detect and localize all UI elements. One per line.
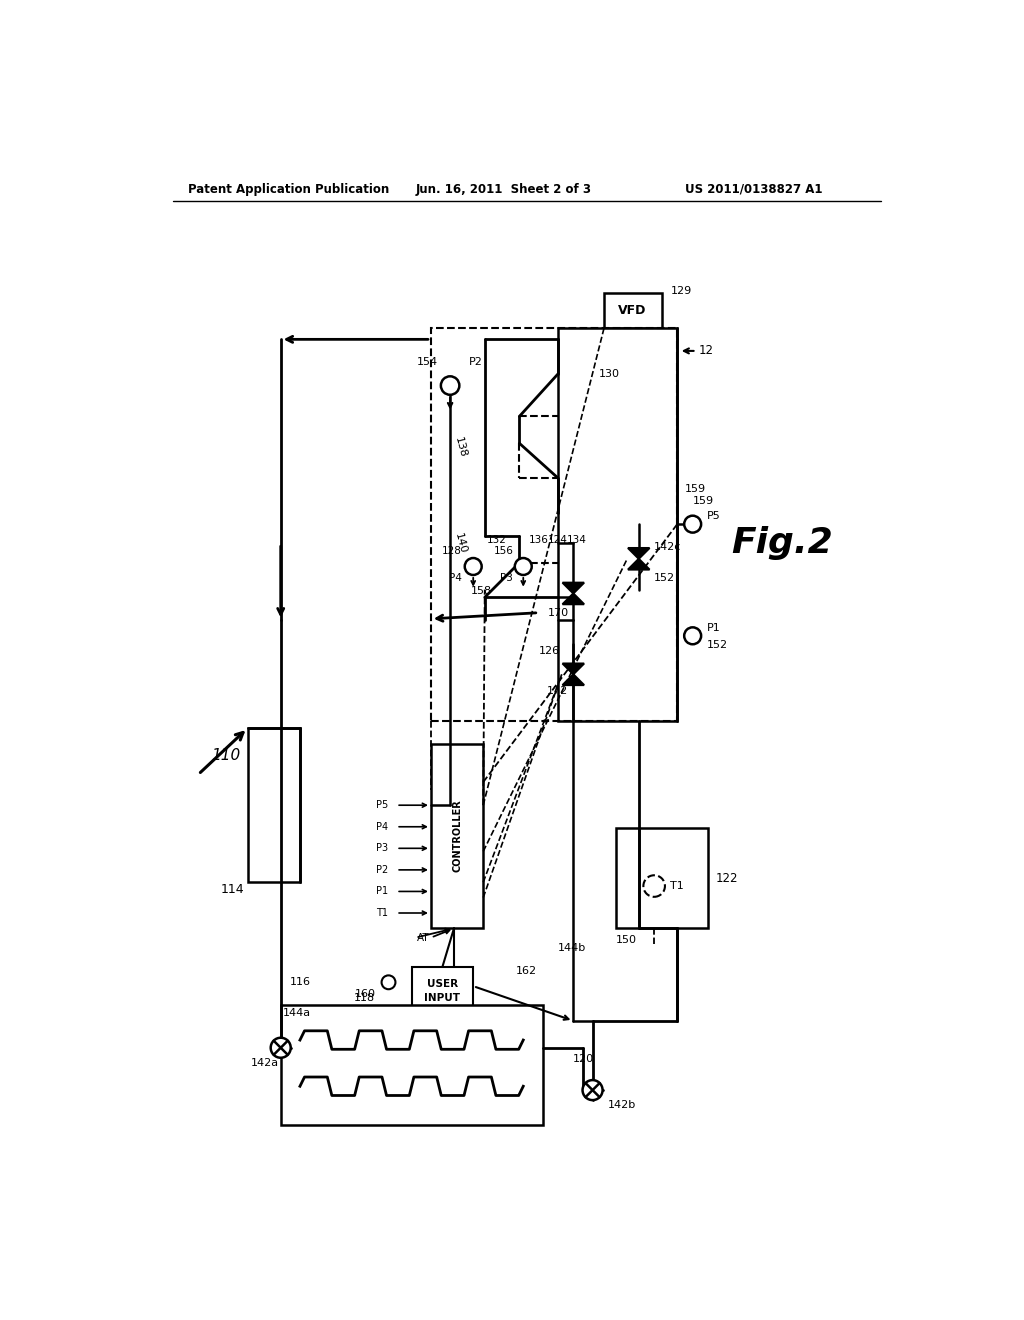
Circle shape [643, 875, 665, 896]
Text: 129: 129 [671, 286, 692, 296]
Text: 152: 152 [654, 573, 675, 583]
Text: 120: 120 [572, 1055, 594, 1064]
Text: 162: 162 [515, 966, 537, 975]
Text: P4: P4 [377, 822, 388, 832]
Polygon shape [562, 664, 584, 675]
Bar [615, 829, 708, 928]
Polygon shape [562, 594, 584, 605]
Text: AT: AT [417, 933, 429, 942]
Text: 136: 136 [528, 535, 549, 545]
Text: 170: 170 [548, 607, 568, 618]
Circle shape [441, 376, 460, 395]
Bar [248, 729, 300, 882]
Circle shape [684, 627, 701, 644]
Polygon shape [628, 548, 649, 558]
Text: VFD: VFD [618, 305, 647, 317]
Text: 144b: 144b [558, 942, 586, 953]
Text: 134: 134 [567, 535, 587, 545]
Text: 122: 122 [716, 871, 738, 884]
Text: 159: 159 [685, 484, 707, 495]
Text: 116: 116 [290, 977, 311, 987]
Text: P5: P5 [376, 800, 388, 810]
Text: P2: P2 [469, 358, 483, 367]
Text: T1: T1 [670, 880, 683, 891]
Text: P3: P3 [377, 843, 388, 853]
Circle shape [515, 558, 531, 576]
Text: 154: 154 [417, 358, 438, 367]
Text: 172: 172 [547, 686, 568, 696]
Text: 150: 150 [615, 935, 637, 945]
Text: 110: 110 [211, 747, 241, 763]
Polygon shape [562, 675, 584, 685]
Circle shape [465, 558, 481, 576]
Text: Patent Application Publication: Patent Application Publication [188, 182, 389, 195]
Bar [412, 966, 473, 1014]
Text: 126: 126 [539, 647, 560, 656]
Text: P2: P2 [376, 865, 388, 875]
Bar [604, 293, 662, 327]
Text: 114: 114 [221, 883, 245, 896]
Text: P1: P1 [707, 623, 720, 634]
Bar [558, 327, 677, 721]
Text: 142c: 142c [654, 543, 682, 552]
Text: 142a: 142a [251, 1059, 280, 1068]
Text: T1: T1 [377, 908, 388, 917]
Text: P1: P1 [377, 887, 388, 896]
Text: P4: P4 [449, 573, 462, 583]
Polygon shape [628, 558, 649, 570]
Text: P3: P3 [501, 573, 513, 583]
Text: 132: 132 [486, 535, 506, 545]
Circle shape [684, 516, 701, 533]
Circle shape [270, 1038, 291, 1057]
Text: US 2011/0138827 A1: US 2011/0138827 A1 [685, 182, 822, 195]
Text: USER: USER [427, 979, 458, 989]
Polygon shape [562, 582, 584, 594]
Text: 128: 128 [441, 546, 462, 556]
Text: 144a: 144a [283, 1008, 311, 1018]
Circle shape [583, 1080, 602, 1100]
Text: 142b: 142b [608, 1101, 636, 1110]
Circle shape [382, 975, 395, 989]
Text: 159: 159 [692, 496, 714, 506]
Text: CONTROLLER: CONTROLLER [452, 800, 462, 873]
Text: 156: 156 [494, 546, 513, 556]
Text: Jun. 16, 2011  Sheet 2 of 3: Jun. 16, 2011 Sheet 2 of 3 [416, 182, 592, 195]
Bar [431, 327, 677, 721]
Text: Fig.2: Fig.2 [731, 527, 833, 561]
Text: 160: 160 [354, 989, 376, 999]
Text: INPUT: INPUT [424, 993, 461, 1003]
Bar [281, 1006, 543, 1125]
Text: 152: 152 [707, 640, 728, 649]
Text: 12: 12 [698, 345, 714, 358]
Text: 138: 138 [453, 436, 468, 458]
Text: 124: 124 [548, 535, 568, 545]
Text: 130: 130 [599, 370, 620, 379]
Text: 140: 140 [453, 532, 468, 554]
Text: 158: 158 [470, 586, 492, 597]
Text: 118: 118 [354, 993, 375, 1003]
Bar [431, 743, 483, 928]
Text: P5: P5 [707, 511, 720, 521]
